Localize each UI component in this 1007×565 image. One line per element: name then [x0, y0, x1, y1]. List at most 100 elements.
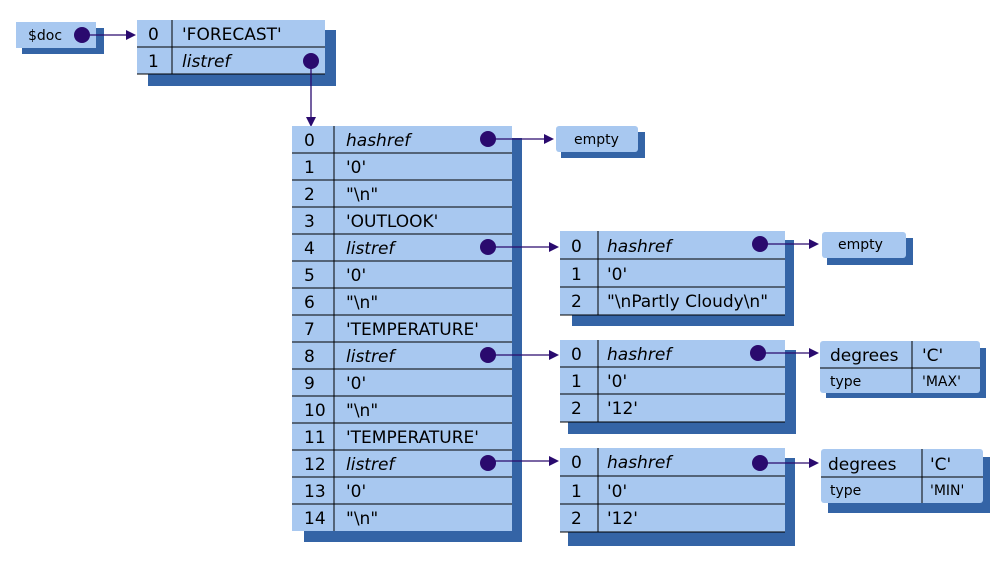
index-label: 2 [571, 399, 582, 419]
value-label: '0' [607, 372, 627, 392]
index-label: 13 [304, 482, 326, 502]
outlook-array-row: 0 hashref [571, 237, 674, 257]
index-label: 0 [304, 131, 315, 151]
main-array-row: 3 'OUTLOOK' [292, 206, 512, 232]
value-label: '12' [607, 399, 638, 419]
index-label: 8 [304, 347, 315, 367]
doc-label: $doc [28, 28, 62, 44]
top-array-row: 0 'FORECAST' [148, 25, 282, 45]
index-label: 0 [571, 237, 582, 257]
temperature-min-row: 2 '12' [571, 509, 638, 529]
min-hash-entry: type 'MIN' [830, 483, 964, 499]
value-label: listref [346, 347, 397, 367]
empty-label: empty [838, 237, 883, 253]
temperature-max-array: 0 hashref 1 '0' 2 '12' [560, 340, 796, 434]
min-hash-entry: degrees 'C' [828, 455, 951, 475]
empty-hash: empty [556, 126, 645, 158]
main-array-row: 6 "\n" [292, 287, 512, 313]
value-label: '0' [346, 374, 366, 394]
index-label: 9 [304, 374, 315, 394]
main-array-row: 13 '0' [292, 476, 512, 502]
key-label: degrees [828, 455, 897, 475]
empty-label: empty [574, 132, 619, 148]
key-label: degrees [830, 346, 899, 366]
index-label: 0 [148, 25, 159, 45]
value-label: hashref [607, 237, 674, 257]
index-label: 2 [571, 292, 582, 312]
value-label: listref [346, 455, 397, 475]
value-label: 'OUTLOOK' [346, 212, 438, 232]
index-label: 6 [304, 293, 315, 313]
main-array-row: 12 listref [292, 449, 512, 475]
top-array: 0 'FORECAST' 1 listref [137, 20, 336, 86]
max-hash-entry: degrees 'C' [830, 346, 943, 366]
index-label: 0 [571, 453, 582, 473]
temperature-min-array: 0 hashref 1 '0' 2 '12' [560, 448, 795, 546]
main-array-row: 9 '0' [292, 368, 512, 394]
key-label: type [830, 483, 861, 499]
temperature-max-row: 2 '12' [571, 399, 638, 419]
main-array-row: 11 'TEMPERATURE' [292, 422, 512, 448]
index-label: 12 [304, 455, 326, 475]
index-label: 0 [571, 345, 582, 365]
value-label: '0' [346, 266, 366, 286]
value-label: hashref [607, 453, 674, 473]
value-label: '12' [607, 509, 638, 529]
value-label: 'MAX' [922, 374, 961, 390]
value-label: 'C' [930, 455, 951, 475]
value-label: hashref [607, 345, 674, 365]
index-label: 3 [304, 212, 315, 232]
index-label: 1 [304, 158, 315, 178]
outlook-array-row: 1 '0' [571, 265, 627, 285]
value-label: 'TEMPERATURE' [346, 320, 479, 340]
value-label: 'TEMPERATURE' [346, 428, 479, 448]
index-label: 14 [304, 509, 326, 529]
value-label: "\n" [346, 509, 378, 529]
index-label: 2 [571, 509, 582, 529]
index-label: 2 [304, 185, 315, 205]
value-label: '0' [346, 158, 366, 178]
index-label: 1 [571, 372, 582, 392]
max-hash: degrees 'C' type 'MAX' [820, 341, 986, 398]
min-hash: degrees 'C' type 'MIN' [821, 449, 990, 513]
key-label: type [830, 374, 861, 390]
value-label: "\n" [346, 401, 378, 421]
value-label: "\n" [346, 293, 378, 313]
index-label: 1 [571, 265, 582, 285]
top-array-row: 1 listref [148, 52, 233, 72]
temperature-min-row: 0 hashref [571, 453, 674, 473]
value-label: listref [182, 52, 233, 72]
main-array-row: 14 "\n" [292, 503, 512, 529]
main-array-row: 1 '0' [292, 152, 512, 178]
value-label: "\nPartly Cloudy\n" [607, 292, 768, 312]
index-label: 7 [304, 320, 315, 340]
empty-hash: empty [822, 232, 913, 265]
index-label: 1 [148, 52, 159, 72]
index-label: 1 [571, 482, 582, 502]
reference-dot [480, 455, 496, 471]
outlook-array-row: 2 "\nPartly Cloudy\n" [571, 292, 768, 312]
main-array-row: 10 "\n" [292, 395, 512, 421]
value-label: hashref [346, 131, 413, 151]
main-array-row: 2 "\n" [292, 179, 512, 205]
value-label: '0' [607, 265, 627, 285]
main-array-row: 4 listref [292, 233, 512, 259]
value-label: listref [346, 239, 397, 259]
temperature-min-row: 1 '0' [571, 482, 627, 502]
index-label: 11 [304, 428, 326, 448]
doc-variable: $doc [16, 22, 104, 54]
value-label: '0' [346, 482, 366, 502]
index-label: 4 [304, 239, 315, 259]
value-label: 'FORECAST' [182, 25, 282, 45]
value-label: "\n" [346, 185, 378, 205]
main-array-row: 8 listref [292, 341, 512, 367]
max-hash-entry: type 'MAX' [830, 374, 961, 390]
value-label: '0' [607, 482, 627, 502]
index-label: 5 [304, 266, 315, 286]
index-label: 10 [304, 401, 326, 421]
value-label: 'MIN' [930, 483, 964, 499]
value-label: 'C' [922, 346, 943, 366]
outlook-array: 0 hashref 1 '0' 2 "\nPartly Cloudy\n" [560, 231, 794, 326]
